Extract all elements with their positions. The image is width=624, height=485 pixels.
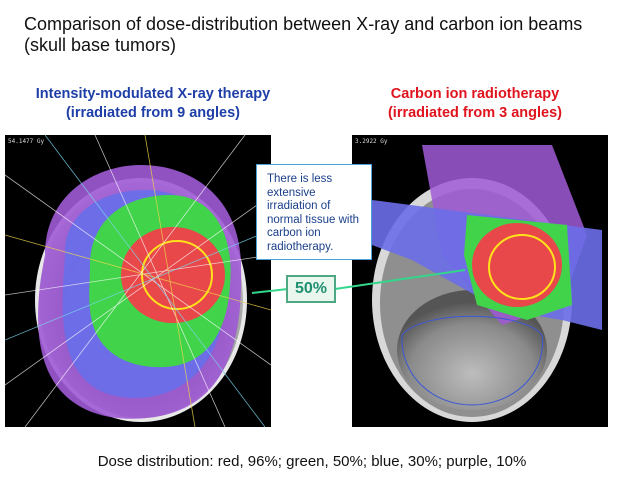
dose-legend-caption: Dose distribution: red, 96%; green, 50%;… — [97, 453, 527, 470]
callout-box: There is less extensive irradiation of n… — [256, 164, 372, 260]
carbon-dose-image: 3.2922 Gy — [352, 135, 608, 427]
xray-beam-lines — [5, 135, 271, 427]
fifty-percent-marker: 50% — [286, 275, 336, 303]
carbon-heading-title: Carbon ion radiotherapy — [390, 86, 560, 102]
xray-dose-readout: 54.1477 Gy — [8, 138, 45, 145]
carbon-dose-readout: 3.2922 Gy — [355, 138, 388, 145]
xray-dose-drawing — [5, 135, 271, 427]
xray-heading-title: Intensity-modulated X-ray therapy — [35, 86, 271, 102]
carbon-dose-drawing — [372, 145, 602, 422]
xray-dose-image: 54.1477 Gy — [5, 135, 271, 427]
xray-heading-subtitle: (irradiated from 9 angles) — [65, 105, 241, 121]
carbon-heading: Carbon ion radiotherapy (irradiated from… — [350, 85, 600, 123]
xray-heading: Intensity-modulated X-ray therapy (irrad… — [8, 85, 298, 123]
xray-tumor-contour — [141, 240, 213, 310]
carbon-heading-subtitle: (irradiated from 3 angles) — [387, 105, 563, 121]
page-title: Comparison of dose-distribution between … — [24, 14, 583, 55]
carbon-tumor-contour — [488, 234, 556, 300]
